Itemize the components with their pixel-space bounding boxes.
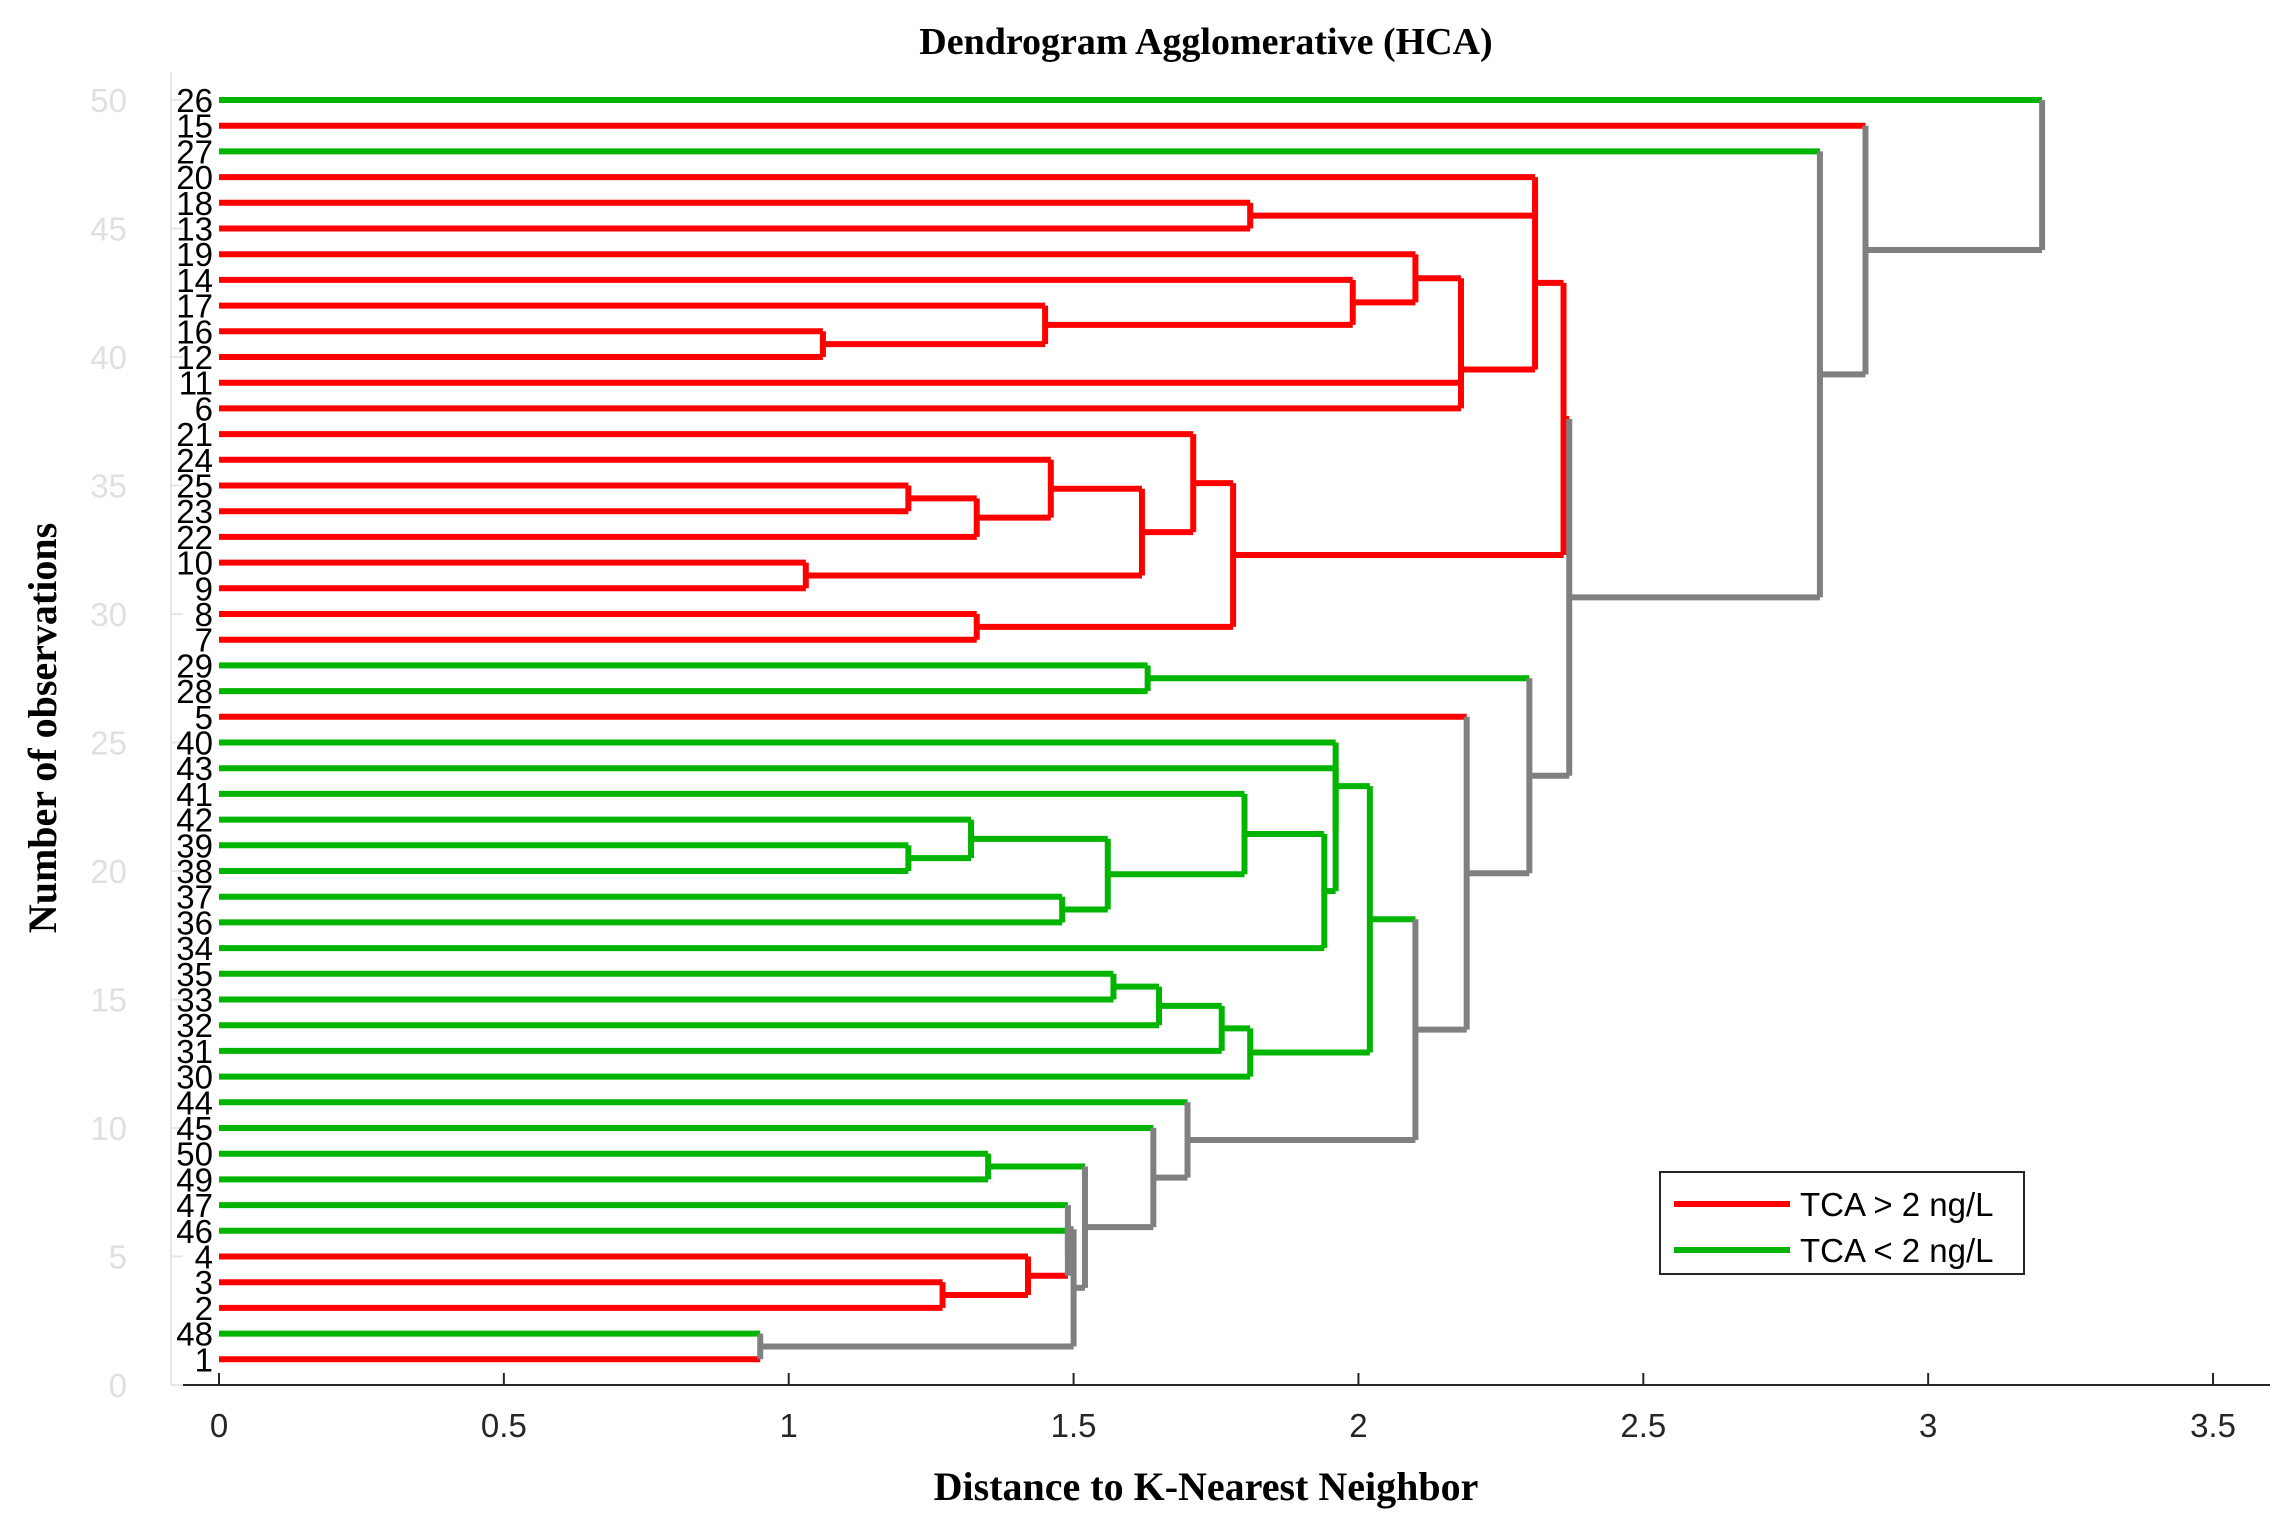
leaf-label: 27 [176, 133, 213, 170]
leaf-label: 16 [176, 313, 213, 350]
leaf-label: 37 [176, 879, 213, 916]
leaf-label: 7 [195, 622, 213, 659]
y-axis-label: Number of observations [20, 523, 65, 933]
leaf-labels: 1482344647495045443031323335343637383942… [176, 82, 213, 1378]
y-tick-label: 10 [90, 1110, 127, 1147]
leaf-label: 33 [176, 982, 213, 1019]
legend-label-red: TCA > 2 ng/L [1800, 1186, 1994, 1223]
leaf-label: 20 [176, 159, 213, 196]
x-tick-label: 0.5 [481, 1407, 527, 1444]
leaf-label: 8 [195, 596, 213, 633]
leaf-label: 15 [176, 108, 213, 145]
leaf-label: 30 [176, 1059, 213, 1096]
y-tick-label: 50 [90, 82, 127, 119]
leaf-label: 38 [176, 853, 213, 890]
leaf-label: 35 [176, 956, 213, 993]
y-tick-label: 0 [109, 1367, 127, 1404]
leaf-label: 11 [179, 365, 213, 402]
y-tick-label: 45 [90, 211, 127, 248]
y-tick-label: 15 [90, 982, 127, 1019]
leaf-label: 34 [176, 930, 213, 967]
leaf-label: 25 [176, 468, 213, 505]
leaf-label: 19 [176, 236, 213, 273]
leaf-label: 14 [176, 262, 213, 299]
leaf-label: 13 [176, 211, 213, 248]
leaf-label: 32 [176, 1007, 213, 1044]
y-tick-label: 25 [90, 725, 127, 762]
leaf-label: 12 [176, 339, 213, 376]
x-axis-label: Distance to K-Nearest Neighbor [934, 1464, 1479, 1509]
leaf-label: 18 [176, 185, 213, 222]
leaf-label: 26 [176, 82, 213, 119]
leaf-label: 5 [195, 699, 213, 736]
leaf-label: 9 [195, 570, 213, 607]
leaf-label: 21 [176, 416, 213, 453]
x-tick-label: 2.5 [1620, 1407, 1666, 1444]
leaf-label: 39 [176, 827, 213, 864]
leaf-label: 36 [176, 904, 213, 941]
leaf-label: 22 [176, 519, 213, 556]
leaf-label: 2 [195, 1290, 213, 1327]
leaf-label: 45 [176, 1110, 213, 1147]
y-tick-label: 5 [109, 1239, 127, 1276]
leaf-label: 40 [176, 725, 213, 762]
y-tick-label: 35 [90, 468, 127, 505]
legend: TCA > 2 ng/L TCA < 2 ng/L [1659, 1171, 2025, 1275]
leaf-label: 31 [176, 1033, 213, 1070]
dendrogram-links [219, 97, 2046, 1363]
y-tick-label: 40 [90, 339, 127, 376]
leaf-label: 48 [176, 1316, 213, 1353]
x-tick-label: 3.5 [2190, 1407, 2236, 1444]
leaf-label: 17 [176, 288, 213, 325]
leaf-label: 4 [195, 1239, 213, 1276]
leaf-label: 47 [176, 1187, 213, 1224]
chart-title: Dendrogram Agglomerative (HCA) [919, 21, 1492, 63]
x-tick-label: 1 [780, 1407, 798, 1444]
leaf-label: 23 [176, 493, 213, 530]
leaf-label: 49 [176, 1161, 213, 1198]
y-tick-label: 30 [90, 596, 127, 633]
leaf-label: 42 [176, 802, 213, 839]
leaf-label: 50 [176, 1136, 213, 1173]
leaf-label: 44 [176, 1084, 213, 1121]
leaf-label: 1 [195, 1341, 213, 1378]
leaf-label: 3 [195, 1264, 213, 1301]
leaf-label: 43 [176, 750, 213, 787]
x-tick-label: 1.5 [1051, 1407, 1097, 1444]
legend-box [1659, 1171, 2025, 1275]
leaf-label: 29 [176, 647, 213, 684]
leaf-label: 10 [176, 545, 213, 582]
leaf-label: 46 [176, 1213, 213, 1250]
y-tick-label: 20 [90, 853, 127, 890]
leaf-label: 6 [195, 390, 213, 427]
legend-label-green: TCA < 2 ng/L [1800, 1232, 1994, 1269]
leaf-label: 28 [176, 673, 213, 710]
x-tick-label: 2 [1349, 1407, 1367, 1444]
x-tick-label: 3 [1919, 1407, 1937, 1444]
leaf-label: 24 [176, 442, 213, 479]
x-tick-label: 0 [210, 1407, 228, 1444]
leaf-label: 41 [176, 776, 213, 813]
